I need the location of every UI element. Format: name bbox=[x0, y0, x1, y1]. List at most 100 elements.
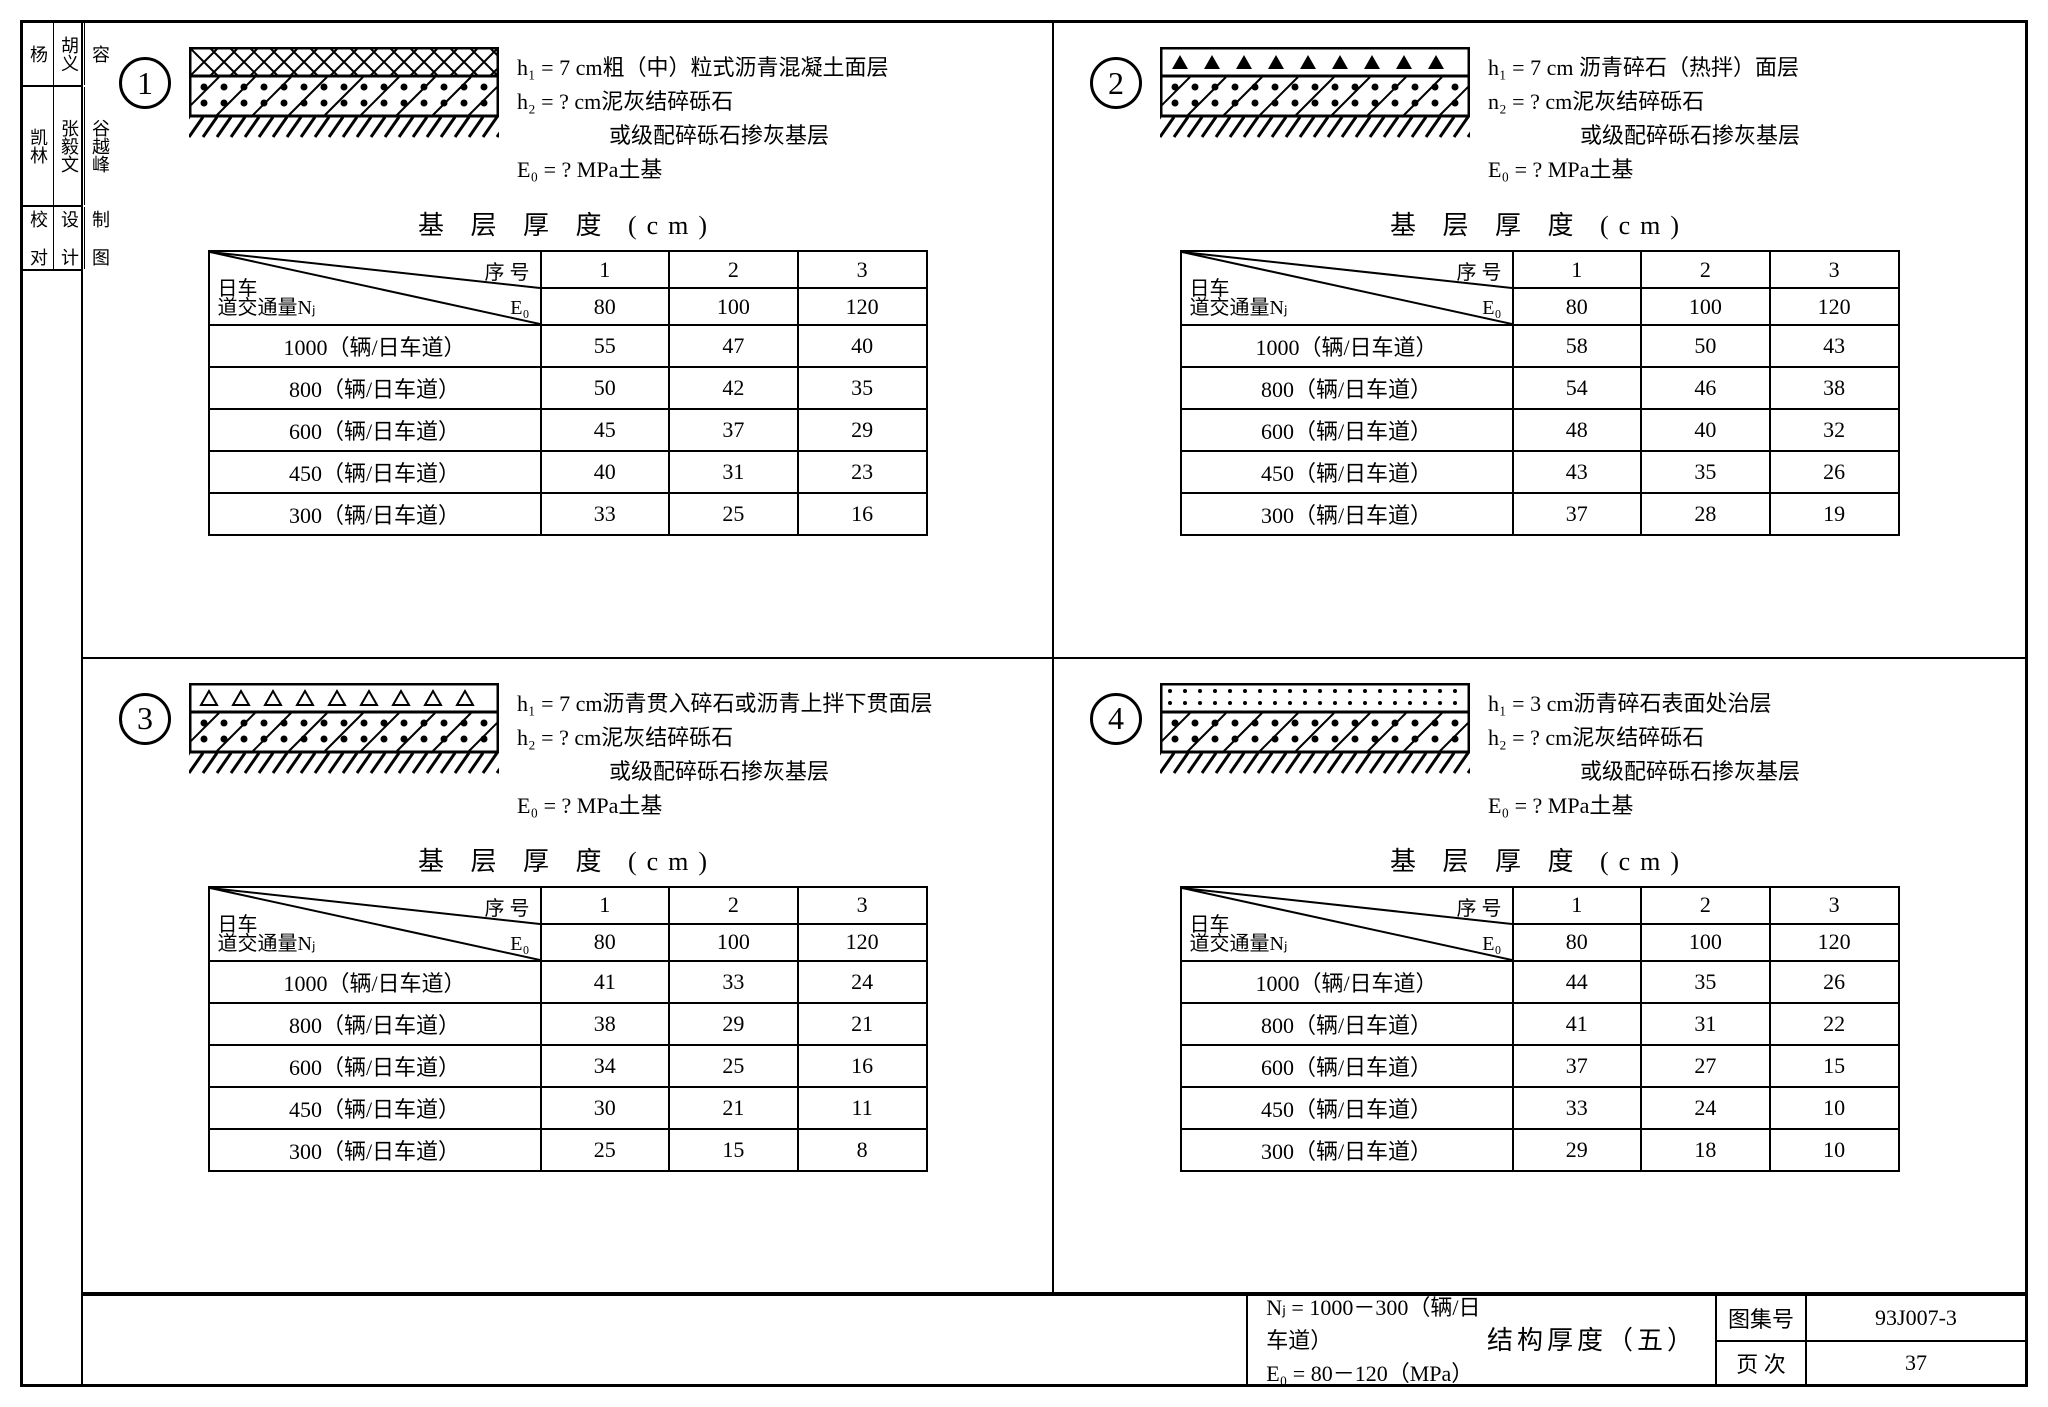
table-cell: 29 bbox=[1513, 1129, 1642, 1171]
layer-diagram-icon bbox=[189, 47, 499, 147]
stamp-cell: 杨 bbox=[23, 23, 54, 85]
layer-diagram-icon bbox=[189, 683, 499, 783]
table-cell: 23 bbox=[798, 451, 927, 493]
table-cell: 58 bbox=[1513, 325, 1642, 367]
e0-header: 100 bbox=[669, 924, 798, 961]
table-cell: 54 bbox=[1513, 367, 1642, 409]
e0-header: 80 bbox=[541, 288, 670, 325]
table-cell: 18 bbox=[1641, 1129, 1770, 1171]
table-cell: 37 bbox=[1513, 1045, 1642, 1087]
footer-title: 结构厚度（五） bbox=[1487, 1321, 1697, 1360]
table-cell: 41 bbox=[1513, 1003, 1642, 1045]
table-row-label: 1000（辆/日车道） bbox=[1181, 325, 1513, 367]
table-diag-header: 序 号 E₀ 日车 道交通量Nⱼ bbox=[210, 252, 540, 324]
side-stamp: 杨胡义容 凯林张毅文谷越峰 校 对设 计制 图 bbox=[23, 23, 83, 1384]
panel-number: 4 bbox=[1090, 693, 1142, 745]
note-h1: h₁ = 7 cm 沥青碎石（热拌）面层 bbox=[1488, 51, 1989, 85]
stamp-cell: 张毅文 bbox=[54, 87, 85, 205]
layer-notes: h₁ = 3 cm沥青碎石表面处治层 h₂ = ? cm泥灰结碎砾石 或级配碎砾… bbox=[1488, 683, 1989, 823]
note-h1: h₁ = 7 cm沥青贯入碎石或沥青上拌下贯面层 bbox=[517, 687, 1016, 721]
table-cell: 24 bbox=[1641, 1087, 1770, 1129]
panel-1: 1 h₁ = 7 cm粗（中）粒式沥青混凝土面层 h₂ = ? cm泥灰结碎砾石… bbox=[83, 23, 1054, 659]
table-cell: 32 bbox=[1770, 409, 1899, 451]
footer-line: E₀ = 80－120（MPa） bbox=[1266, 1357, 1487, 1390]
table-title: 基 层 厚 度 (cm) bbox=[119, 205, 1016, 242]
table-cell: 45 bbox=[541, 409, 670, 451]
table-row-label: 800（辆/日车道） bbox=[209, 1003, 541, 1045]
table-cell: 25 bbox=[541, 1129, 670, 1171]
table-cell: 26 bbox=[1770, 961, 1899, 1003]
table-row-label: 300（辆/日车道） bbox=[1181, 493, 1513, 535]
table-row-label: 800（辆/日车道） bbox=[209, 367, 541, 409]
table-cell: 28 bbox=[1641, 493, 1770, 535]
note-e0: E₀ = ? MPa土基 bbox=[1488, 789, 1989, 823]
table-cell: 33 bbox=[669, 961, 798, 1003]
table-cell: 35 bbox=[798, 367, 927, 409]
table-cell: 40 bbox=[798, 325, 927, 367]
table-title: 基 层 厚 度 (cm) bbox=[1090, 205, 1989, 242]
table-cell: 55 bbox=[541, 325, 670, 367]
note-h1: h₁ = 3 cm沥青碎石表面处治层 bbox=[1488, 687, 1989, 721]
panel-3: 3 h₁ = 7 cm沥青贯入碎石或沥青上拌下贯面层 h₂ = ? cm泥灰结碎… bbox=[83, 659, 1054, 1295]
table-title: 基 层 厚 度 (cm) bbox=[1090, 841, 1989, 878]
table-cell: 10 bbox=[1770, 1129, 1899, 1171]
table-cell: 15 bbox=[1770, 1045, 1899, 1087]
stamp-cell: 凯林 bbox=[23, 87, 54, 205]
col-header: 3 bbox=[1770, 887, 1899, 924]
note-h2: n₂ = ? cm泥灰结碎砾石 bbox=[1488, 85, 1989, 119]
table-cell: 40 bbox=[541, 451, 670, 493]
table-cell: 33 bbox=[1513, 1087, 1642, 1129]
table-row-label: 450（辆/日车道） bbox=[1181, 1087, 1513, 1129]
table-diag-header: 序 号 E₀ 日车 道交通量Nⱼ bbox=[1182, 888, 1512, 960]
e0-header: 80 bbox=[1513, 924, 1642, 961]
thickness-table: 序 号 E₀ 日车 道交通量Nⱼ 123 80100120 1000（辆/日车道… bbox=[208, 250, 928, 536]
note-h2: h₂ = ? cm泥灰结碎砾石 bbox=[1488, 721, 1989, 755]
col-header: 1 bbox=[541, 887, 670, 924]
set-label: 图集号 bbox=[1715, 1296, 1805, 1340]
table-row-label: 450（辆/日车道） bbox=[209, 451, 541, 493]
note-e0: E₀ = ? MPa土基 bbox=[517, 153, 1016, 187]
table-cell: 30 bbox=[541, 1087, 670, 1129]
panel-number: 3 bbox=[119, 693, 171, 745]
col-header: 2 bbox=[1641, 887, 1770, 924]
table-cell: 46 bbox=[1641, 367, 1770, 409]
e0-header: 120 bbox=[798, 288, 927, 325]
table-cell: 38 bbox=[1770, 367, 1899, 409]
table-cell: 41 bbox=[541, 961, 670, 1003]
e0-header: 120 bbox=[1770, 288, 1899, 325]
table-cell: 33 bbox=[541, 493, 670, 535]
col-header: 3 bbox=[798, 251, 927, 288]
table-title: 基 层 厚 度 (cm) bbox=[119, 841, 1016, 878]
table-cell: 34 bbox=[541, 1045, 670, 1087]
table-diag-header: 序 号 E₀ 日车 道交通量Nⱼ bbox=[210, 888, 540, 960]
note-h1: h₁ = 7 cm粗（中）粒式沥青混凝土面层 bbox=[517, 51, 1016, 85]
table-diag-header: 序 号 E₀ 日车 道交通量Nⱼ bbox=[1182, 252, 1512, 324]
layer-diagram-icon bbox=[1160, 47, 1470, 147]
table-cell: 25 bbox=[669, 1045, 798, 1087]
panel-number: 1 bbox=[119, 57, 171, 109]
note-h2: h₂ = ? cm泥灰结碎砾石 bbox=[517, 721, 1016, 755]
e0-header: 80 bbox=[1513, 288, 1642, 325]
col-header: 1 bbox=[1513, 887, 1642, 924]
e0-header: 100 bbox=[1641, 924, 1770, 961]
table-cell: 31 bbox=[1641, 1003, 1770, 1045]
table-cell: 25 bbox=[669, 493, 798, 535]
table-cell: 47 bbox=[669, 325, 798, 367]
table-cell: 8 bbox=[798, 1129, 927, 1171]
e0-header: 100 bbox=[669, 288, 798, 325]
note-h2-alt: 或级配碎砾石掺灰基层 bbox=[1488, 119, 1989, 153]
table-cell: 44 bbox=[1513, 961, 1642, 1003]
thickness-table: 序 号 E₀ 日车 道交通量Nⱼ 123 80100120 1000（辆/日车道… bbox=[1180, 886, 1900, 1172]
table-row-label: 1000（辆/日车道） bbox=[1181, 961, 1513, 1003]
note-e0: E₀ = ? MPa土基 bbox=[1488, 153, 1989, 187]
table-cell: 16 bbox=[798, 1045, 927, 1087]
table-cell: 29 bbox=[798, 409, 927, 451]
col-header: 2 bbox=[669, 887, 798, 924]
col-header: 3 bbox=[1770, 251, 1899, 288]
table-row-label: 1000（辆/日车道） bbox=[209, 961, 541, 1003]
table-cell: 43 bbox=[1770, 325, 1899, 367]
table-row-label: 1000（辆/日车道） bbox=[209, 325, 541, 367]
table-cell: 15 bbox=[669, 1129, 798, 1171]
col-header: 2 bbox=[1641, 251, 1770, 288]
table-cell: 38 bbox=[541, 1003, 670, 1045]
